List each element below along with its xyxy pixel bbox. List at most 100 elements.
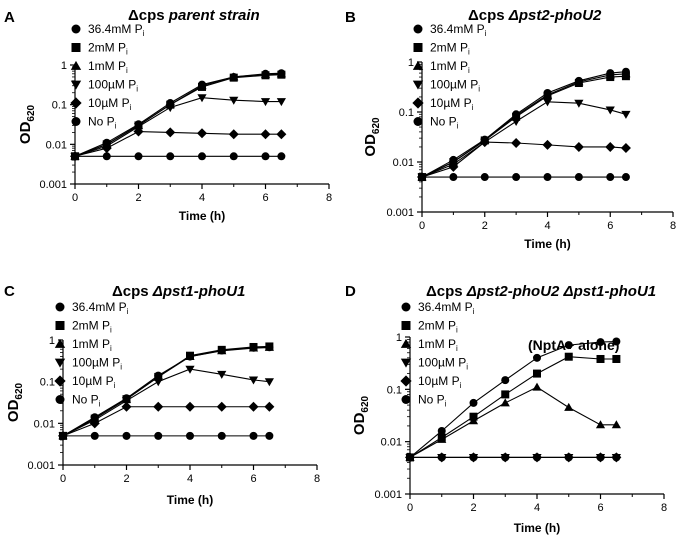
data-point: [217, 346, 227, 355]
series-line: [74, 73, 282, 157]
data-point: [564, 352, 573, 361]
data-point: [543, 173, 552, 182]
data-point: [229, 152, 238, 161]
data-point: [153, 401, 164, 412]
legend-entry: 100µM Pi: [400, 356, 468, 372]
series-line: [421, 71, 626, 178]
panel-letter: C: [4, 283, 15, 300]
legend-entry: No Pi: [55, 393, 101, 409]
panel-a: A Δcps parent strain 0 2 4 6 8 0.001 0.01 0.1 1 OD6…: [4, 7, 332, 223]
legend-marker: [70, 97, 82, 109]
data-point: [197, 94, 207, 103]
panel-title: Δcps Δpst2-phoU2 Δpst1-phoU1: [426, 283, 656, 300]
data-point: [121, 401, 132, 412]
x-tick-label: 2: [123, 473, 129, 485]
data-point: [185, 401, 195, 412]
x-tick-label: 6: [262, 192, 268, 204]
series-line: [409, 340, 617, 458]
x-tick-label: 8: [661, 502, 667, 514]
legend-marker: [70, 80, 82, 90]
series-line: [62, 368, 270, 437]
legend-label-sub: i: [127, 307, 129, 316]
series-6: [59, 431, 274, 440]
data-point: [122, 431, 131, 440]
legend-marker: [412, 97, 424, 109]
legend-entry: 36.4mM Pi: [401, 300, 475, 316]
data-point: [153, 378, 163, 387]
data-point: [154, 431, 163, 440]
legend-label-text: 36.4mM P: [72, 300, 127, 314]
x-tick-label: 8: [326, 192, 332, 204]
y-tick-label: 0.01: [34, 418, 55, 430]
data-point: [216, 401, 227, 412]
data-point: [121, 397, 132, 406]
series-6: [406, 453, 621, 462]
y-axis-label: OD620: [351, 395, 371, 435]
data-point: [533, 353, 541, 362]
legend-label: 2mM Pi: [88, 41, 128, 57]
y-axis-label-sub: 620: [26, 104, 37, 121]
data-point: [265, 431, 274, 440]
x-tick-label: 2: [135, 192, 141, 204]
legend-marker: [55, 395, 65, 404]
data-point: [261, 152, 270, 161]
legend-entry: 2mM Pi: [71, 41, 128, 57]
data-point: [612, 453, 621, 462]
legend-label-text: 1mM P: [88, 59, 126, 73]
legend-marker: [413, 43, 423, 52]
panel-title-mutations: Δpst2-phoU2 Δpst1-phoU1: [463, 283, 656, 300]
x-tick-label: 0: [407, 502, 413, 514]
data-point: [542, 98, 553, 107]
data-point: [406, 453, 414, 462]
x-tick-label: 0: [60, 473, 66, 485]
legend-marker: [71, 24, 81, 34]
legend-label-text: No P: [88, 115, 115, 129]
legend-label: 1mM Pi: [72, 337, 112, 353]
y-tick-label: 0.01: [381, 437, 402, 449]
y-tick-label: 0.1: [52, 100, 67, 112]
legend-label-text: 36.4mM P: [430, 22, 485, 36]
data-point: [449, 173, 458, 182]
legend-entry: No Pi: [71, 115, 117, 131]
data-point: [185, 365, 195, 374]
legend-label: 36.4mM Pi: [88, 22, 145, 38]
data-point: [512, 173, 521, 182]
legend-label-sub: i: [473, 307, 475, 316]
legend-label-sub: i: [456, 344, 458, 353]
data-point: [574, 77, 584, 86]
series-line: [421, 141, 626, 178]
legend-label-sub: i: [472, 103, 474, 112]
legend-label: 1mM Pi: [418, 337, 458, 353]
data-point: [264, 342, 274, 351]
data-point: [264, 401, 275, 412]
data-point: [596, 354, 605, 363]
legend-marker: [412, 80, 424, 90]
series-line: [62, 346, 270, 437]
data-point: [418, 173, 426, 182]
data-point: [229, 72, 239, 81]
data-point: [480, 173, 489, 182]
legend-label-text: No P: [418, 393, 445, 407]
legend-label-sub: i: [99, 400, 101, 409]
legend-entry: 10µM Pi: [400, 374, 462, 390]
data-point: [606, 173, 615, 182]
panel-title: Δcps Δpst1-phoU1: [112, 283, 245, 300]
x-tick-label: 8: [314, 473, 320, 485]
legend-label-text: 10µM P: [88, 96, 130, 110]
legend-entry: 1mM Pi: [54, 337, 112, 353]
legend-marker: [401, 302, 411, 312]
data-point: [595, 420, 606, 429]
y-tick-label: 1: [49, 335, 55, 347]
data-point: [186, 431, 194, 440]
panel-title-strain: Δcps: [128, 7, 165, 24]
data-point: [542, 90, 553, 99]
data-point: [500, 398, 510, 407]
data-point: [501, 390, 510, 399]
legend-marker: [400, 338, 412, 348]
legend-label-sub: i: [445, 400, 447, 409]
data-point: [197, 81, 207, 90]
data-point: [134, 152, 143, 161]
series-line: [74, 130, 282, 157]
data-point: [276, 98, 286, 107]
